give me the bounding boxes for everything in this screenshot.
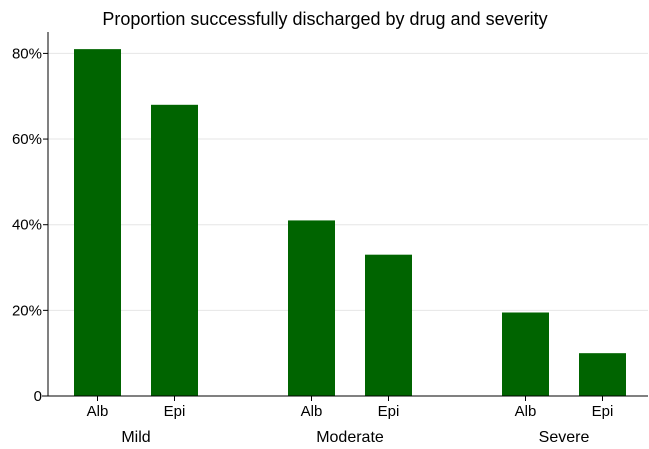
bar — [365, 254, 412, 396]
bar-category-label: Alb — [87, 403, 109, 420]
bars — [74, 49, 626, 397]
bar-category-label: Alb — [301, 403, 323, 420]
bar-category-label: Alb — [515, 403, 537, 420]
y-tick-label: 80% — [12, 45, 42, 62]
group-label: Moderate — [316, 429, 384, 444]
bar — [288, 220, 335, 396]
y-tick-label: 60% — [12, 131, 42, 148]
bar — [74, 49, 121, 396]
y-tick-label: 0 — [34, 388, 42, 405]
bar-category-label: Epi — [164, 403, 186, 420]
group-label: Mild — [121, 429, 150, 444]
grid-lines — [48, 52, 648, 311]
group-label: Severe — [539, 429, 590, 444]
bar — [502, 312, 549, 396]
y-tick-label: 40% — [12, 217, 42, 234]
chart-title: Proportion successfully discharged by dr… — [102, 9, 547, 29]
bar — [579, 353, 626, 396]
bar-category-label: Epi — [592, 403, 614, 420]
bar — [151, 104, 198, 397]
y-tick-label: 20% — [12, 302, 42, 319]
bar-category-label: Epi — [378, 403, 400, 420]
y-axis-ticks: 0 20% 40% 60% 80% — [12, 45, 48, 405]
